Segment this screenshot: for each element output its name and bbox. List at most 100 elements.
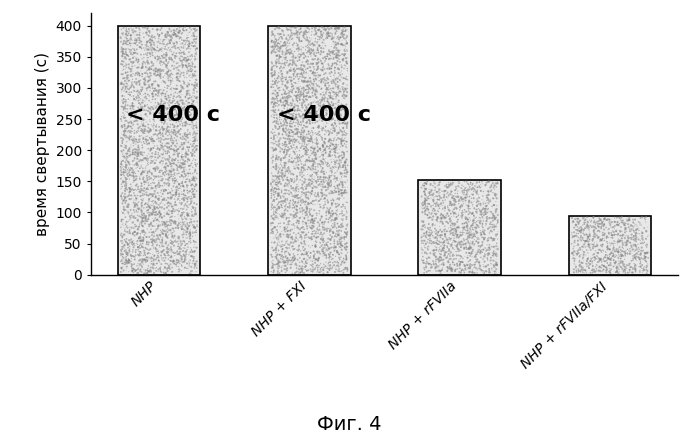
Point [298, 260, 309, 267]
Point [309, 155, 320, 162]
Point [127, 223, 138, 230]
Point [266, 29, 278, 36]
Point [435, 215, 446, 222]
Point [128, 29, 139, 36]
Point [323, 177, 334, 184]
Point [179, 54, 190, 62]
Point [301, 43, 312, 50]
Point [436, 228, 447, 235]
Point [282, 37, 294, 44]
Point [333, 36, 345, 43]
Point [125, 110, 136, 117]
Point [145, 147, 157, 154]
Point [187, 198, 198, 205]
Point [454, 224, 465, 231]
Point [462, 261, 473, 268]
Point [308, 218, 319, 225]
Point [139, 123, 150, 130]
Point [295, 202, 306, 209]
Point [173, 257, 184, 264]
Point [464, 245, 475, 252]
Point [417, 205, 428, 212]
Point [484, 251, 496, 258]
Point [283, 87, 294, 94]
Point [322, 50, 333, 57]
Point [308, 139, 319, 146]
Point [136, 171, 147, 178]
Point [150, 95, 161, 102]
Point [303, 62, 315, 70]
Point [313, 27, 324, 34]
Point [425, 188, 436, 195]
Point [333, 82, 345, 89]
Point [164, 92, 175, 99]
Point [312, 192, 323, 199]
Point [301, 203, 312, 210]
Point [120, 194, 131, 201]
Point [116, 191, 127, 198]
Point [489, 260, 500, 268]
Point [599, 253, 610, 260]
Point [150, 131, 161, 138]
Point [155, 169, 166, 176]
Point [267, 119, 278, 126]
Point [471, 234, 482, 241]
Point [431, 210, 442, 218]
Point [146, 211, 157, 218]
Point [140, 29, 152, 36]
Point [151, 87, 162, 94]
Point [638, 265, 649, 272]
Point [470, 259, 481, 266]
Point [315, 157, 326, 164]
Point [157, 119, 168, 126]
Point [324, 245, 335, 253]
Point [305, 93, 316, 101]
Point [300, 119, 311, 126]
Point [459, 189, 470, 196]
Point [294, 30, 305, 37]
Point [119, 121, 130, 128]
Point [139, 154, 150, 161]
Point [287, 115, 298, 122]
Point [444, 256, 455, 263]
Point [149, 230, 160, 237]
Point [167, 75, 178, 82]
Point [470, 215, 481, 222]
Point [163, 227, 174, 234]
Point [170, 161, 181, 168]
Point [130, 75, 141, 82]
Point [187, 157, 199, 164]
Point [315, 72, 326, 79]
Point [461, 231, 472, 238]
Point [424, 254, 435, 261]
Point [163, 94, 174, 101]
Point [489, 216, 500, 223]
Point [589, 268, 600, 276]
Point [173, 233, 184, 240]
Point [124, 195, 135, 202]
Point [337, 155, 348, 162]
Point [331, 105, 342, 112]
Point [182, 260, 193, 267]
Point [310, 52, 322, 59]
Point [329, 145, 340, 152]
Point [281, 53, 292, 60]
Point [433, 202, 444, 210]
Point [278, 170, 289, 177]
Point [641, 249, 652, 256]
Point [573, 247, 584, 254]
Point [301, 185, 312, 192]
Point [149, 109, 160, 117]
Point [461, 260, 473, 268]
Point [322, 34, 333, 41]
Point [191, 135, 202, 142]
Point [284, 247, 296, 254]
Point [282, 70, 293, 77]
Point [306, 127, 317, 134]
Point [182, 240, 193, 247]
Point [280, 74, 291, 81]
Point [291, 31, 303, 39]
Point [162, 31, 173, 38]
Point [432, 193, 443, 200]
Point [312, 198, 324, 205]
